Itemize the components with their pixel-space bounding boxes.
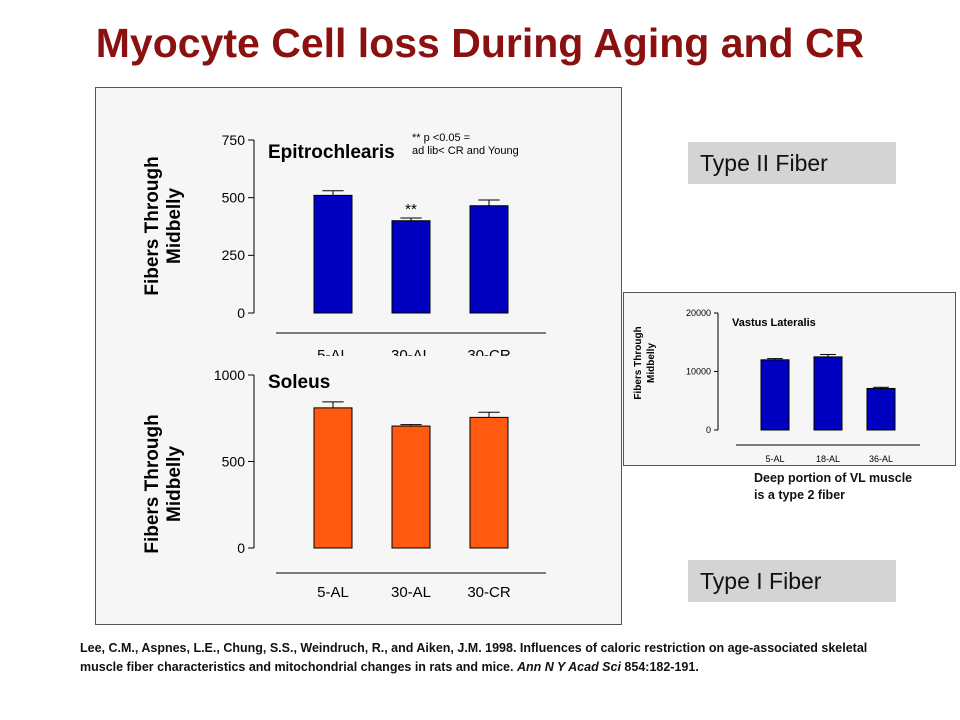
category-label: 5-AL (765, 454, 784, 464)
y-tick-label: 250 (222, 247, 246, 263)
y-tick-label: 20000 (686, 308, 711, 318)
y-tick-label: 0 (237, 305, 245, 321)
citation-authors: Lee, C.M., Aspnes, L.E., Chung, S.S., We… (80, 641, 868, 674)
y-tick-label: 0 (237, 540, 245, 556)
vastus-lateralis-chart: 0 10000 20000 5-AL 18-AL 36-AL Vastus Laterali… (633, 308, 920, 464)
category-label: 5-AL (317, 347, 349, 356)
bar-30-AL (391, 425, 431, 549)
bar-36-AL (866, 387, 896, 431)
y-tick-label: 500 (222, 453, 246, 469)
bar-30-CR (469, 205, 509, 314)
bar-30-AL (391, 220, 431, 314)
citation-pages: 854:182-191. (624, 660, 699, 674)
y-axis-label-line: Fibers Through (142, 156, 163, 295)
bar-5-AL (313, 194, 353, 314)
main-chart-panel: 0 250 500 750 5-AL ** 30-AL 30-CR Epitrochlearis… (95, 87, 622, 625)
category-label: 30-CR (467, 347, 511, 356)
type-i-fiber-label: Type I Fiber (688, 560, 896, 602)
y-axis-label: Fibers Through Midbelly (142, 414, 185, 553)
y-axis-label: Fibers Through Midbelly (142, 156, 185, 295)
soleus-chart: 0 500 1000 5-AL 30-AL 30-CR Soleus Fibers Throu… (142, 367, 546, 601)
vl-note: Deep portion of VL muscle is a type 2 fi… (754, 471, 913, 502)
citation-journal: Ann N Y Acad Sci (516, 660, 621, 674)
chart-title: Epitrochlearis (268, 142, 395, 163)
bar-5-AL (313, 407, 353, 549)
y-axis-label: Fibers Through Midbelly (633, 326, 657, 399)
significance-marker: ** (405, 201, 417, 218)
chart-title: Vastus Lateralis (732, 317, 816, 329)
y-axis-label-line: Midbelly (164, 446, 185, 522)
chart-title: Soleus (268, 372, 330, 393)
y-tick-label: 750 (222, 132, 246, 148)
y-axis-label-line: Fibers Through (142, 414, 163, 553)
vastus-lateralis-panel: 0 10000 20000 5-AL 18-AL 36-AL Vastus Laterali… (623, 292, 956, 466)
category-label: 30-AL (391, 347, 431, 356)
category-label: 30-CR (467, 584, 511, 601)
type-ii-fiber-label: Type II Fiber (688, 142, 896, 184)
slide-title: Myocyte Cell loss During Aging and CR (95, 20, 865, 66)
y-axis-label-line: Midbelly (164, 188, 185, 264)
y-tick-label: 1000 (214, 367, 245, 383)
y-tick-label: 0 (706, 425, 711, 435)
bar-30-CR (469, 416, 509, 549)
category-label: 36-AL (869, 454, 893, 464)
y-axis-label-line: Fibers Through (633, 326, 644, 399)
significance-annotation: ad lib< CR and Young (412, 145, 519, 157)
category-label: 5-AL (317, 584, 349, 601)
bar-18-AL (813, 356, 843, 431)
y-tick-label: 10000 (686, 367, 711, 377)
epitrochlearis-chart: 0 250 500 750 5-AL ** 30-AL 30-CR Epitrochlearis… (142, 132, 546, 356)
significance-annotation: ** p <0.05 = (412, 132, 470, 144)
category-label: 30-AL (391, 584, 431, 601)
bar-5-AL (760, 359, 790, 431)
citation: Lee, C.M., Aspnes, L.E., Chung, S.S., We… (80, 639, 870, 677)
y-axis-label-line: Midbelly (646, 343, 657, 383)
y-tick-label: 500 (222, 190, 246, 206)
category-label: 18-AL (816, 454, 840, 464)
